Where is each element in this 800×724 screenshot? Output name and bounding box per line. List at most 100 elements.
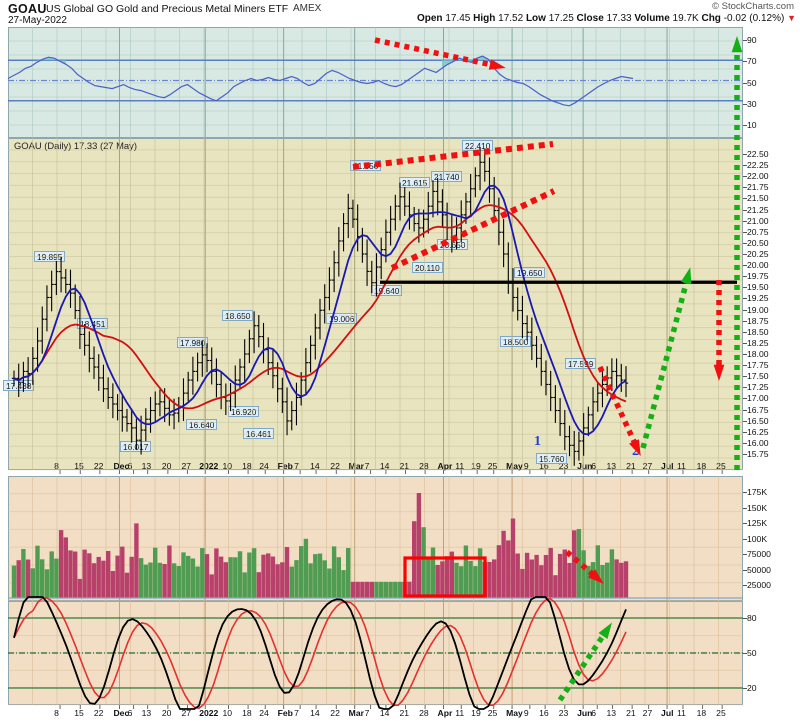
y-axis-tick [743,82,747,84]
y-axis-tick-label: 21.00 [747,215,769,226]
price-callout: 20.110 [412,262,443,273]
x-axis-tick-label: Dec [113,708,130,718]
x-axis-tick-label: 6 [127,708,133,718]
price-callout: 16.640 [186,419,218,430]
x-axis-tick-label: 18 [242,461,252,471]
y-axis-tick-label: 21.25 [747,204,769,215]
x-axis-tick-label: 7 [294,461,299,471]
y-axis-tick-label: 20.00 [747,260,769,271]
y-axis-tick [743,398,747,400]
x-axis-tick-label: 11 [455,708,465,718]
chart-date: 27-May-2022 [8,15,67,26]
y-axis-tick [743,492,747,493]
x-axis-tick-label: 22 [330,461,340,471]
chevron-down-icon[interactable]: ▼ [787,13,796,23]
y-axis-tick-label: 21.50 [747,193,769,204]
y-axis-tick-label: 18.75 [747,315,769,326]
x-axis-tick-label: Feb [277,708,293,718]
x-axis-tick-label: 20 [161,708,172,718]
x-axis-tick-label: 21 [626,461,636,471]
x-axis-tick-label: 25 [716,461,726,471]
x-axis-tick-label: 13 [606,461,617,471]
y-axis-tick [743,287,747,289]
close-value: 17.33 [606,13,632,24]
x-axis-tick-label: 15 [74,461,84,471]
y-axis-tick [743,209,747,211]
price-callout: 16.920 [228,406,260,417]
x-axis-tick-label: 21 [399,461,410,471]
price-callout: 19.006 [326,313,358,324]
y-axis-tick-label: 16.75 [747,404,769,415]
y-axis-tick-label: 19.50 [747,282,769,293]
x-axis-tick-label: 13 [141,708,152,718]
x-axis-tick-label: 18 [242,708,252,718]
y-axis-tick-label: 50 [747,77,757,88]
x-axis-tick-label: 9 [523,461,529,471]
x-axis-tick-label: May [506,461,523,471]
x-axis-tick-label: 7 [364,708,370,718]
y-axis-tick [743,40,747,41]
y-axis-tick [743,365,747,367]
y-axis-tick [743,420,747,422]
volume-label: Volume [634,13,670,24]
volume-panel [8,476,743,601]
x-axis-tick-label: 19 [471,461,481,471]
price-callout: 21.740 [431,171,463,182]
x-axis-tick-label: 9 [523,708,529,718]
y-axis-tick-label: 18.50 [747,326,769,337]
open-value: 17.45 [445,13,471,24]
price-callout: 18.650 [222,310,254,321]
stockcharts-credit: © StockCharts.com [712,1,794,12]
price-callout: 20.650 [437,239,469,250]
x-axis-tick-label: 6 [127,461,133,471]
x-axis-tick-label: 21 [399,708,410,718]
exchange-label: AMEX [293,3,322,14]
volume-value: 19.7K [672,13,699,24]
price-callout: 19.640 [371,285,403,296]
x-axis-tick-label: Apr [437,461,453,471]
x-axis-tick-label: 14 [379,461,390,471]
y-axis-tick [743,442,747,444]
y-axis-tick [743,265,747,267]
y-axis-tick-label: 18.25 [747,337,769,348]
y-axis-tick [743,331,747,333]
y-axis-tick [743,354,747,355]
y-axis-tick [743,376,747,378]
y-axis-tick [743,507,747,509]
x-axis-tick-label: 27 [181,461,192,471]
y-axis-tick-label: 20.50 [747,237,769,248]
y-axis-tick-label: 19.00 [747,304,769,315]
y-axis-tick [743,454,747,455]
y-axis-tick [743,569,747,571]
y-axis-tick-label: 175K [747,487,768,497]
y-axis-tick-label: 100K [747,533,768,544]
y-axis-tick [743,61,747,63]
x-axis-tick-label: Apr [437,708,453,718]
x-axis-tick-label: 11 [676,708,686,718]
y-axis-tick-label: 25000 [747,580,771,590]
y-axis-tick-label: 17.75 [747,360,769,371]
low-label: Low [525,13,546,24]
y-axis-tick [743,618,747,619]
x-axis-tick-label: Jun [577,461,593,471]
price-callout: 16.017 [120,441,152,452]
y-axis-tick [743,187,747,189]
x-axis-tick-label: Feb [277,461,293,471]
y-axis-tick-label: 22.25 [747,160,769,171]
y-axis-tick [743,431,747,433]
x-axis-tick-label: 28 [419,461,429,471]
x-axis-tick-label: 8 [54,708,59,718]
y-axis-tick [743,409,747,411]
x-axis-tick-label: 10 [222,708,233,718]
y-axis-tick-label: 150K [747,502,768,513]
y-axis-tick [743,554,747,555]
y-axis-tick-label: 30 [747,98,757,109]
y-axis-tick-label: 50000 [747,564,771,575]
y-axis-tick-label: 16.25 [747,426,769,437]
price-callout: 21.615 [399,177,431,188]
x-axis-tick-label: 27 [642,708,653,718]
y-axis-tick [743,309,747,311]
x-axis-tick-label: 7 [364,461,370,471]
x-axis-tick-label: 18 [696,461,707,471]
symbol-description: US Global GO Gold and Precious Metal Min… [46,3,289,15]
